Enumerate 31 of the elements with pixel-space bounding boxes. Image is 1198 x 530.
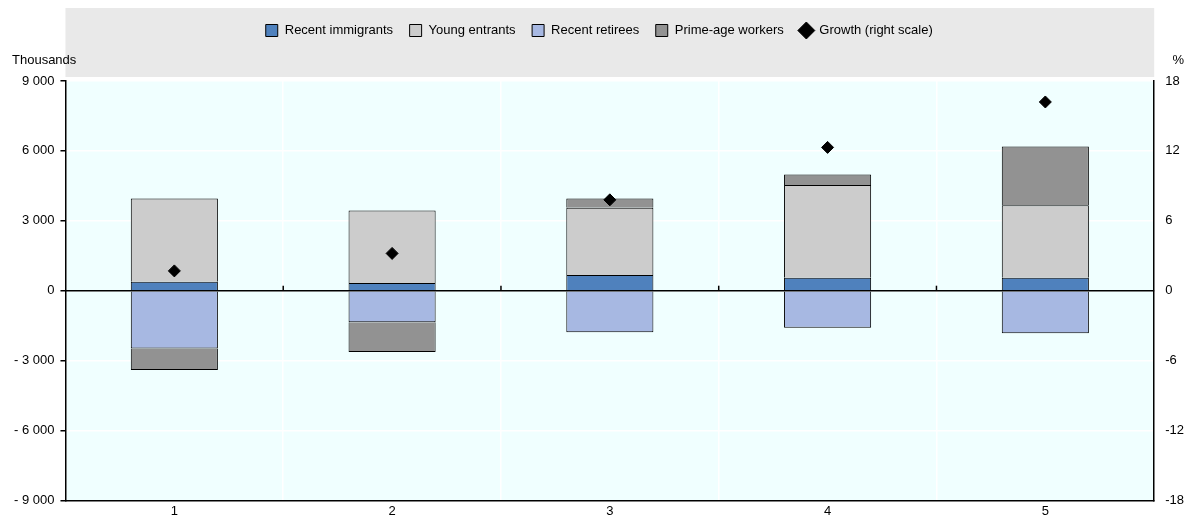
y-tick-label: - 6 000 <box>13 422 55 438</box>
y-tick-label: 9 000 <box>21 72 55 88</box>
legend-label: Young entrants <box>428 22 517 38</box>
y-tick-label: 0 <box>47 282 55 298</box>
point <box>1038 95 1052 109</box>
x-tick-label: 1 <box>170 502 178 518</box>
x-tick-label: 2 <box>388 502 396 518</box>
x-tick-label: 3 <box>606 502 614 518</box>
x-tick-label: 5 <box>1041 502 1049 518</box>
y2-tick-label: 18 <box>1165 72 1180 88</box>
x-tick-label: 4 <box>823 502 832 518</box>
y-tick-label: - 9 000 <box>13 491 55 507</box>
y-tick-label: - 3 000 <box>13 352 55 368</box>
y-tick-label: 6 000 <box>21 142 55 158</box>
y2-axis-title: % <box>1172 52 1185 68</box>
y-tick-label: 3 000 <box>21 212 55 228</box>
y2-tick-label: 6 <box>1165 212 1173 228</box>
point <box>821 140 835 154</box>
legend-label: Prime-age workers <box>674 22 785 38</box>
point <box>385 246 399 260</box>
legend-label: Growth (right scale) <box>819 22 933 38</box>
legend-label: Recent immigrants <box>284 22 394 38</box>
y2-tick-label: -6 <box>1165 352 1177 368</box>
y2-tick-label: -18 <box>1165 491 1185 507</box>
legend-label: Recent retirees <box>551 22 640 38</box>
y-axis-title: Thousands <box>12 52 77 68</box>
y2-tick-label: 0 <box>1165 282 1173 298</box>
y2-tick-label: 12 <box>1165 142 1180 158</box>
point <box>603 193 617 207</box>
y2-tick-label: -12 <box>1165 422 1185 438</box>
point <box>167 264 181 278</box>
